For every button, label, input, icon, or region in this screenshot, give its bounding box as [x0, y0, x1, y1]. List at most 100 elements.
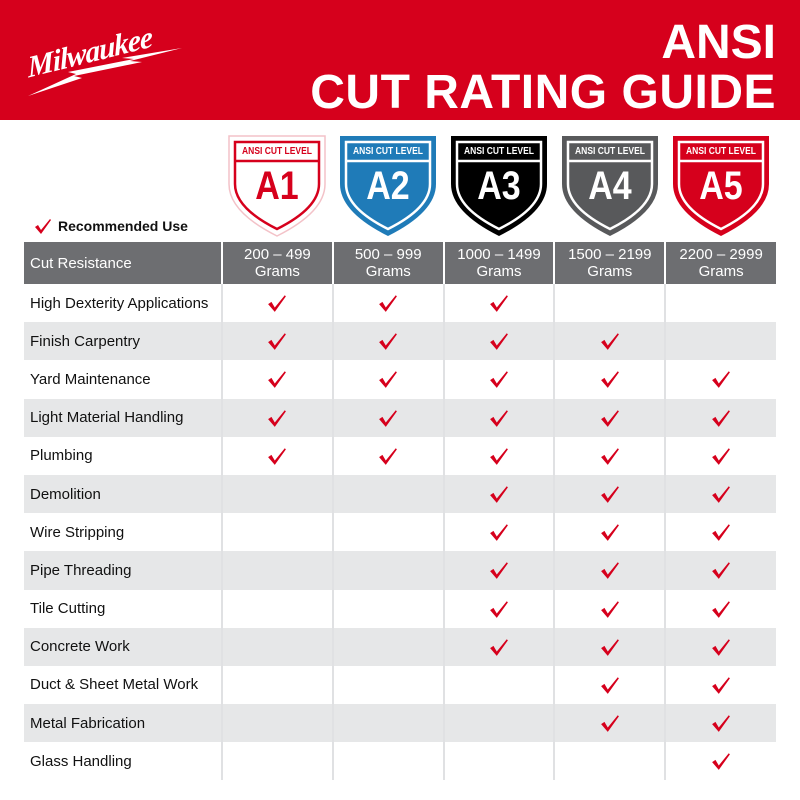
table-row: Pipe Threading — [24, 551, 776, 590]
check-cell — [664, 398, 776, 437]
table-row: Duct & Sheet Metal Work — [24, 665, 776, 705]
check-icon — [712, 524, 730, 542]
check-cell — [442, 398, 555, 437]
check-cell — [442, 742, 555, 781]
check-icon — [490, 524, 508, 542]
check-cell — [664, 589, 776, 628]
check-cell — [331, 627, 444, 666]
check-icon — [600, 562, 619, 580]
check-icon — [712, 600, 730, 618]
check-cell — [664, 474, 776, 514]
check-cell — [221, 513, 333, 552]
row-label: Concrete Work — [24, 627, 222, 666]
check-cell — [553, 398, 666, 437]
check-cell — [221, 551, 333, 590]
check-icon — [712, 677, 730, 694]
check-cell — [331, 360, 444, 399]
row-label: Metal Fabrication — [24, 704, 222, 743]
shield-level: A3 — [477, 164, 521, 208]
range: 200 – 499 — [244, 246, 311, 263]
shield-level: A1 — [255, 164, 299, 208]
check-icon — [600, 448, 619, 465]
check-cell — [221, 589, 333, 628]
check-cell — [553, 665, 666, 705]
column-header: 1500 – 2199 Grams — [553, 242, 666, 284]
check-cell — [221, 704, 333, 743]
check-icon — [600, 524, 619, 542]
row-label: Demolition — [24, 474, 222, 514]
check-cell — [553, 589, 666, 628]
row-label: Finish Carpentry — [24, 322, 222, 361]
check-icon — [712, 715, 730, 733]
check-cell — [664, 665, 776, 705]
check-icon — [712, 448, 730, 465]
check-cell — [664, 627, 776, 666]
row-label: High Dexterity Applications — [24, 284, 222, 323]
check-icon — [600, 639, 619, 656]
check-cell — [442, 589, 555, 628]
check-cell — [553, 436, 666, 475]
check-cell — [331, 513, 444, 552]
header-banner: Milwaukee ANSI CUT RATING GUIDE — [0, 0, 800, 120]
check-cell — [553, 551, 666, 590]
unit: Grams — [254, 263, 300, 280]
check-cell — [664, 742, 776, 781]
check-cell — [442, 284, 555, 323]
check-cell — [553, 742, 666, 781]
check-icon — [490, 448, 508, 465]
row-label: Tile Cutting — [24, 589, 222, 628]
row-label: Light Material Handling — [24, 398, 222, 437]
check-cell — [221, 360, 333, 399]
check-cell — [331, 436, 444, 475]
row-label: Wire Stripping — [24, 513, 222, 552]
check-icon — [379, 409, 398, 427]
check-icon — [712, 639, 730, 656]
check-cell — [331, 589, 444, 628]
check-cell — [331, 474, 444, 514]
check-cell — [221, 398, 333, 437]
check-cell — [331, 398, 444, 437]
check-icon — [490, 295, 508, 312]
shield-caption: ANSI CUT LEVEL — [242, 146, 312, 157]
check-icon — [600, 677, 619, 694]
table-row: Demolition — [24, 474, 776, 514]
column-header: 2200 – 2999 Grams — [664, 242, 776, 284]
check-cell — [442, 436, 555, 475]
check-cell — [553, 627, 666, 666]
range: 2200 – 2999 — [679, 246, 763, 263]
check-cell — [553, 284, 666, 323]
check-icon — [268, 333, 287, 351]
shield-caption: ANSI CUT LEVEL — [464, 146, 534, 157]
check-cell — [553, 322, 666, 361]
page-title: ANSI CUT RATING GUIDE — [310, 16, 776, 119]
check-icon — [712, 409, 730, 427]
check-icon — [712, 486, 730, 503]
table-row: Glass Handling — [24, 742, 776, 781]
check-cell — [553, 704, 666, 743]
table-row: High Dexterity Applications — [24, 284, 776, 323]
check-cell — [221, 742, 333, 781]
shield-badge-a4: ANSI CUT LEVEL A4 — [560, 134, 660, 238]
check-cell — [664, 322, 776, 361]
range: 1000 – 1499 — [457, 246, 541, 263]
legend: Recommended Use — [34, 218, 188, 234]
table-row: Light Material Handling — [24, 398, 776, 437]
table-row: Tile Cutting — [24, 589, 776, 628]
check-icon — [600, 486, 619, 503]
row-label: Duct & Sheet Metal Work — [24, 665, 222, 705]
shield-level: A4 — [588, 164, 632, 208]
check-icon — [600, 715, 619, 733]
range: 1500 – 2199 — [568, 246, 652, 263]
shield-caption: ANSI CUT LEVEL — [353, 146, 423, 157]
check-cell — [664, 360, 776, 399]
check-icon — [490, 486, 508, 503]
check-cell — [442, 513, 555, 552]
check-icon — [490, 600, 508, 618]
check-icon — [490, 409, 508, 427]
row-label: Plumbing — [24, 436, 222, 475]
check-icon — [600, 600, 619, 618]
column-header: Cut Resistance — [24, 242, 222, 284]
check-cell — [331, 665, 444, 705]
shield-badge-a5: ANSI CUT LEVEL A5 — [671, 134, 771, 238]
check-icon — [379, 371, 398, 389]
